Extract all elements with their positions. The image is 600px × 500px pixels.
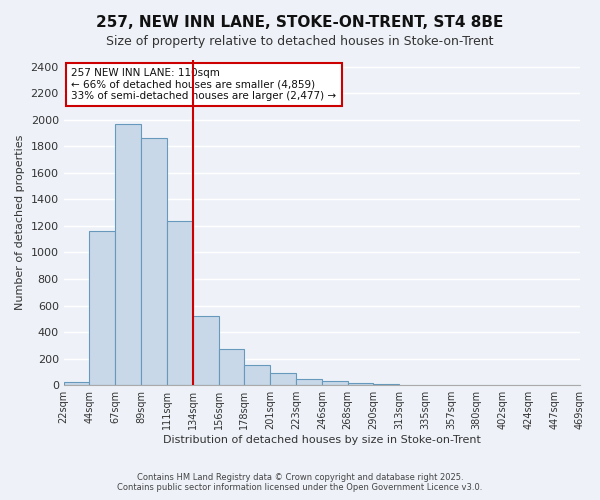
Text: 257 NEW INN LANE: 110sqm
← 66% of detached houses are smaller (4,859)
33% of sem: 257 NEW INN LANE: 110sqm ← 66% of detach…	[71, 68, 337, 101]
Bar	[115, 124, 141, 385]
Bar	[554, 384, 580, 385]
Bar	[193, 316, 218, 385]
Bar	[296, 379, 322, 385]
Text: 257, NEW INN LANE, STOKE-ON-TRENT, ST4 8BE: 257, NEW INN LANE, STOKE-ON-TRENT, ST4 8…	[97, 15, 503, 30]
Bar	[373, 384, 399, 385]
Bar	[529, 384, 554, 385]
Text: Size of property relative to detached houses in Stoke-on-Trent: Size of property relative to detached ho…	[106, 35, 494, 48]
X-axis label: Distribution of detached houses by size in Stoke-on-Trent: Distribution of detached houses by size …	[163, 435, 481, 445]
Bar	[89, 230, 115, 385]
Bar	[477, 384, 503, 385]
Bar	[244, 366, 270, 385]
Bar	[425, 384, 451, 385]
Bar	[399, 384, 425, 385]
Bar	[451, 384, 477, 385]
Y-axis label: Number of detached properties: Number of detached properties	[15, 135, 25, 310]
Bar	[218, 350, 244, 385]
Bar	[270, 374, 296, 385]
Bar	[347, 382, 373, 385]
Bar	[141, 138, 167, 385]
Text: Contains HM Land Registry data © Crown copyright and database right 2025.
Contai: Contains HM Land Registry data © Crown c…	[118, 473, 482, 492]
Bar	[503, 384, 529, 385]
Bar	[167, 220, 193, 385]
Bar	[64, 382, 89, 385]
Bar	[322, 380, 347, 385]
